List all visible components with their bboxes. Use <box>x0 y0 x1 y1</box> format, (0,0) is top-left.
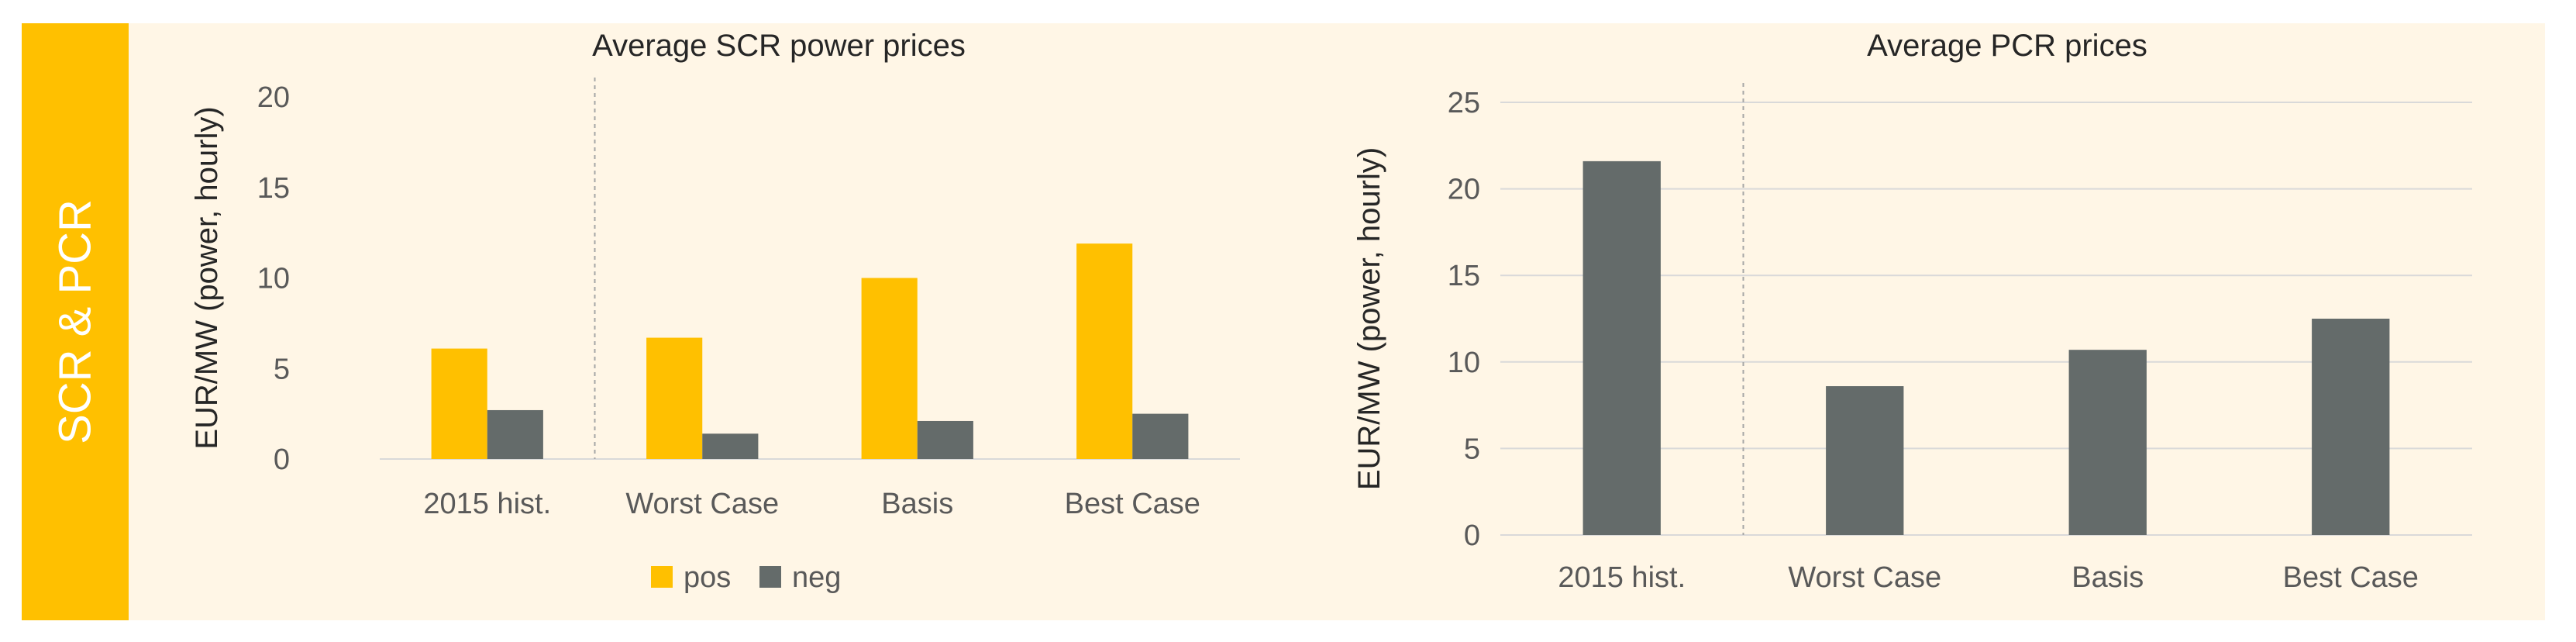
legend-swatch-pos <box>651 566 673 588</box>
side-tab <box>22 23 129 620</box>
legend-swatch-neg <box>759 566 781 588</box>
scr-price-chart: Average SCR power prices EUR/MW (power, h… <box>190 29 1240 594</box>
chart-title: Average SCR power prices <box>592 29 966 63</box>
y-tick-label: 15 <box>257 172 290 205</box>
pos-bar <box>1076 243 1133 459</box>
neg-bar <box>1132 413 1189 459</box>
y-tick-label: 20 <box>257 81 290 114</box>
chart-title: Average PCR prices <box>1867 29 2147 63</box>
category-label: Worst Case <box>625 488 779 520</box>
y-tick-label: 5 <box>274 353 290 385</box>
y-axis-title: EUR/MW (power, hourly) <box>1352 147 1386 490</box>
price-bar <box>1582 160 1661 535</box>
y-tick-label: 10 <box>257 263 290 295</box>
pos-bar <box>861 278 918 459</box>
neg-bar <box>702 433 759 459</box>
y-axis-title: EUR/MW (power, hourly) <box>190 106 224 449</box>
price-bar <box>2068 350 2147 535</box>
category-label: Worst Case <box>1788 561 1941 594</box>
y-tick-label: 5 <box>1464 433 1480 465</box>
y-tick-label: 0 <box>274 444 290 476</box>
y-tick-label: 25 <box>1448 87 1480 119</box>
category-label: Best Case <box>2283 561 2419 594</box>
legend-label-neg: neg <box>792 561 841 594</box>
pos-bar <box>646 337 703 459</box>
y-tick-label: 20 <box>1448 174 1480 206</box>
neg-bar <box>917 420 973 459</box>
pos-bar <box>431 348 487 459</box>
category-label: 2015 hist. <box>1558 561 1686 594</box>
neg-bar <box>487 409 543 459</box>
y-tick-label: 0 <box>1464 519 1480 552</box>
side-tab-label: SCR & PCR <box>50 199 101 444</box>
pcr-price-chart: Average PCR prices EUR/MW (power, hourly)… <box>1352 29 2472 594</box>
price-bar <box>2312 319 2390 535</box>
legend-label-pos: pos <box>684 561 731 594</box>
category-label: 2015 hist. <box>423 488 551 520</box>
price-bar <box>1826 386 1904 535</box>
category-label: Basis <box>2071 561 2144 594</box>
category-label: Basis <box>881 488 953 520</box>
category-label: Best Case <box>1065 488 1200 520</box>
y-tick-label: 15 <box>1448 260 1480 292</box>
y-tick-label: 10 <box>1448 347 1480 379</box>
